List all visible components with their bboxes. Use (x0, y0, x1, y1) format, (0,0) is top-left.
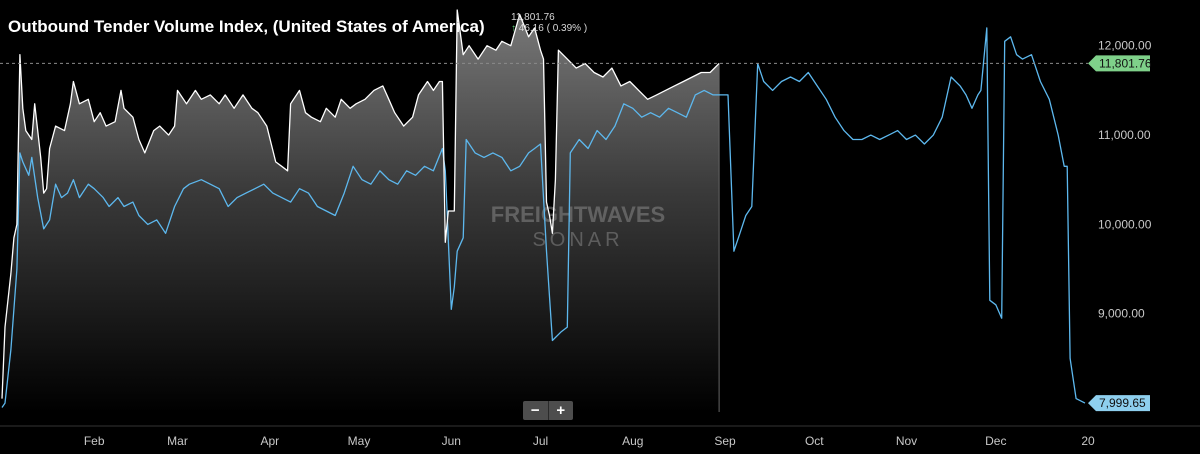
x-tick-label: Nov (896, 434, 917, 448)
y-tick-label: 11,000.00 (1098, 128, 1151, 142)
label-text: 7,999.65 (1099, 396, 1146, 410)
last-value-label: 7,999.65 (1088, 395, 1150, 412)
x-tick-label: Jul (533, 434, 548, 448)
y-tick-label: 9,000.00 (1098, 307, 1145, 321)
x-tick-label: Dec (985, 434, 1006, 448)
last-value-label: 11,801.76 (1088, 55, 1152, 72)
label-badge (1088, 55, 1150, 72)
watermark-brand: FREIGHTWAVES (491, 202, 665, 227)
y-tick-label: 12,000.00 (1098, 39, 1152, 53)
zoom-control: − + (523, 401, 573, 420)
up-arrow-icon: ↑ (511, 23, 516, 34)
watermark-product: SONAR (532, 229, 623, 251)
y-tick-label: 10,000.00 (1098, 217, 1152, 231)
change-row: ↑ 46.16 ( 0.39% ) (511, 23, 587, 34)
x-tick-label: Sep (714, 434, 736, 448)
x-tick-label: Apr (260, 434, 279, 448)
series-prior-line (1, 27, 1086, 408)
zoom-out-button[interactable]: − (530, 402, 540, 419)
x-tick-label: Aug (622, 434, 643, 448)
last-value: 11,801.76 (511, 12, 555, 23)
x-tick-label: Jun (442, 434, 461, 448)
x-tick-label: Mar (167, 434, 188, 448)
change-value: 46.16 ( 0.39% ) (518, 23, 588, 34)
x-tick-label: May (348, 434, 371, 448)
series-current-line (1, 9, 720, 399)
last-value-info: 11,801.76 ↑ 46.16 ( 0.39% ) (511, 12, 587, 34)
x-tick-label: 20 (1081, 434, 1095, 448)
label-text: 11,801.76 (1099, 56, 1152, 70)
zoom-in-button[interactable]: + (547, 401, 574, 420)
label-badge (1088, 395, 1150, 412)
x-tick-label: Oct (805, 434, 824, 448)
chart-title: Outbound Tender Volume Index, (United St… (8, 17, 485, 36)
series-area-fill (2, 10, 720, 412)
x-tick-label: Feb (84, 434, 105, 448)
